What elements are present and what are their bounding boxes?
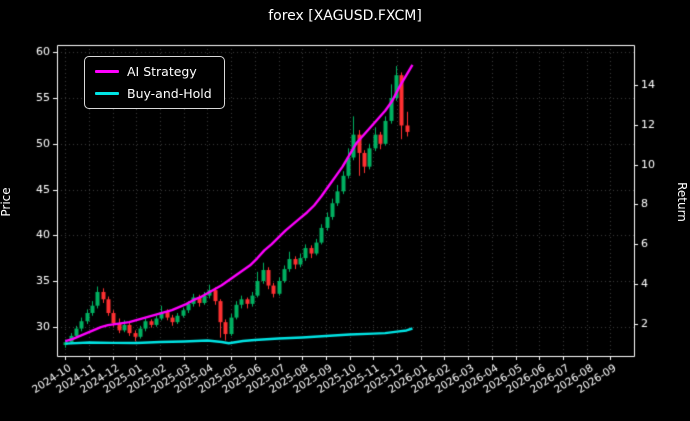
buy-and-hold-line-icon	[95, 92, 119, 95]
legend-item-ai-strategy: AI Strategy	[95, 64, 212, 79]
legend-label-buy-and-hold: Buy-and-Hold	[127, 86, 212, 101]
legend: AI Strategy Buy-and-Hold	[84, 56, 225, 109]
legend-item-buy-and-hold: Buy-and-Hold	[95, 86, 212, 101]
ai-strategy-line-icon	[95, 70, 119, 73]
legend-label-ai-strategy: AI Strategy	[127, 64, 197, 79]
